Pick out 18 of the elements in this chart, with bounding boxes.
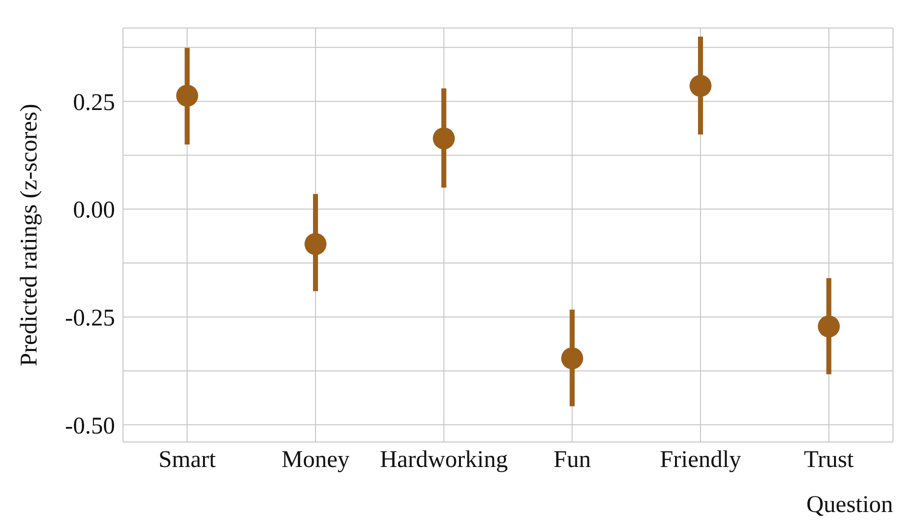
- x-tick-label: Money: [282, 447, 350, 474]
- y-tick-label: 0.25: [73, 90, 115, 116]
- y-tick-label: -0.50: [65, 413, 115, 440]
- point: [818, 315, 840, 338]
- x-tick-label: Friendly: [660, 447, 742, 474]
- y-tick-label: -0.25: [65, 305, 115, 332]
- y-axis-title: Predicted ratings (z-scores): [16, 104, 43, 366]
- point: [561, 347, 584, 370]
- point: [432, 127, 455, 150]
- x-tick-label: Smart: [158, 447, 216, 474]
- x-axis-title: Question: [806, 492, 893, 518]
- x-tick-label: Fun: [553, 447, 591, 474]
- x-tick-label: Hardworking: [380, 447, 508, 474]
- x-tick-label: Trust: [804, 447, 854, 474]
- point: [176, 84, 198, 107]
- point: [304, 233, 326, 256]
- y-tick-label: 0.00: [73, 198, 115, 224]
- point: [690, 74, 712, 97]
